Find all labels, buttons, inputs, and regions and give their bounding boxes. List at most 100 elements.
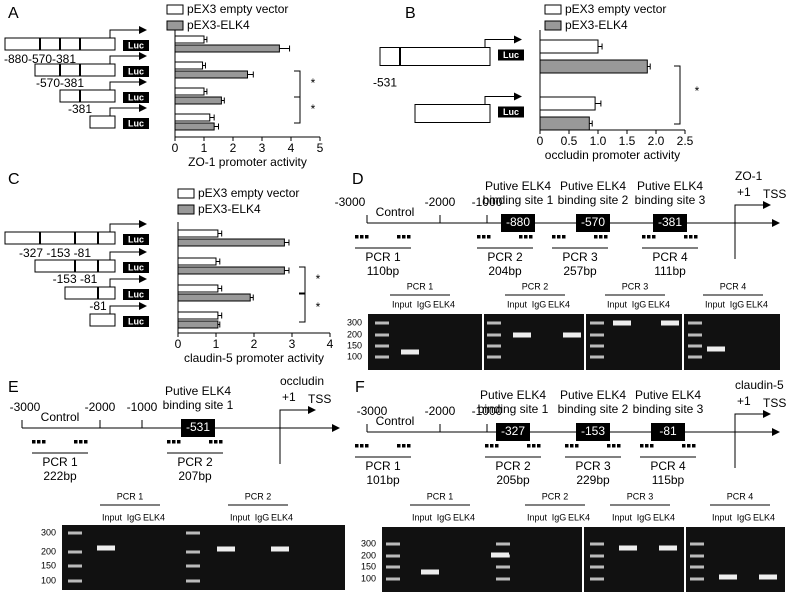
site-position: -531 — [186, 420, 210, 434]
x-tick-label: 5 — [317, 141, 324, 155]
gel-lane-label: IgG — [730, 299, 745, 309]
luc-label: Luc — [128, 316, 144, 326]
primer — [42, 440, 46, 444]
x-tick-label: 1.5 — [619, 134, 636, 148]
ladder-band — [487, 355, 501, 359]
x-tick-label: 0.5 — [561, 134, 578, 148]
legend-label: pEX3 empty vector — [565, 2, 666, 16]
x-tick-label: 3 — [289, 337, 296, 351]
primer — [495, 444, 499, 448]
panel-letter: C — [8, 171, 20, 188]
luc-box — [498, 106, 524, 118]
gel-band — [491, 552, 509, 558]
gel-lane-label: Input — [507, 299, 528, 309]
gel-band — [401, 349, 419, 355]
site-title: binding site 2 — [558, 193, 629, 207]
gel-image — [368, 314, 780, 370]
legend-label: pEX3-ELK4 — [187, 18, 250, 32]
luc-box — [123, 262, 149, 273]
error-bar — [247, 71, 254, 78]
gel-lane-label: IgG — [437, 512, 452, 522]
bar — [174, 87, 205, 96]
binding-site — [651, 423, 685, 441]
gel-lane-label: ELK4 — [648, 299, 670, 309]
arrowhead — [308, 406, 316, 414]
primer — [214, 440, 218, 444]
site-position: -570 — [581, 215, 605, 229]
construct-label: -570-381 — [36, 76, 84, 90]
ladder-band — [186, 579, 200, 583]
promoter-construct — [59, 89, 116, 103]
legend-swatch — [166, 20, 184, 31]
pcr-name: PCR 3 — [562, 250, 598, 264]
site-title: binding site 3 — [635, 193, 706, 207]
error-bar — [250, 294, 254, 301]
primer — [167, 440, 171, 444]
tss-arrow — [484, 39, 515, 48]
gel-lane-label: ELK4 — [453, 512, 475, 522]
bar — [177, 238, 285, 247]
position-label: -2000 — [425, 195, 456, 209]
pcr-name: PCR 2 — [177, 455, 213, 469]
arrowhead — [139, 275, 147, 283]
error-bar — [209, 114, 215, 121]
significance-bracket — [299, 293, 306, 323]
x-tick-label: 4 — [327, 337, 334, 351]
pcr-size: 111bp — [654, 264, 686, 278]
gel-lane-header: PCR 1 — [407, 281, 434, 291]
legend-swatch — [544, 4, 562, 15]
error-bar — [217, 312, 223, 319]
ladder-band — [496, 542, 510, 546]
gel-lane-label: Input — [412, 512, 433, 522]
arrowhead — [772, 428, 780, 436]
gel-band — [719, 574, 737, 580]
significance-label: * — [316, 272, 321, 286]
bar — [177, 293, 251, 302]
primer — [360, 235, 364, 239]
error-bar — [204, 88, 208, 95]
gel-lane-label: IgG — [632, 299, 647, 309]
ladder-band — [590, 355, 604, 359]
x-axis-label: occludin promoter activity — [545, 148, 680, 162]
gel-band — [421, 569, 439, 575]
luc-box — [123, 316, 149, 327]
gel-lane-label: IgG — [552, 512, 567, 522]
primer — [209, 440, 213, 444]
primer — [407, 444, 411, 448]
tss-plus-one: +1 — [737, 185, 751, 199]
luc-label: Luc — [128, 289, 144, 299]
panel-letter: E — [8, 379, 19, 396]
ladder-band — [590, 577, 604, 581]
arrowhead — [772, 219, 780, 227]
gel-image — [62, 525, 345, 590]
primer — [684, 235, 688, 239]
gel-lane-header: PCR 2 — [245, 491, 272, 501]
ladder-band — [590, 321, 604, 325]
primer — [594, 235, 598, 239]
bar — [174, 44, 280, 53]
ladder-label: 150 — [41, 560, 56, 570]
primer — [355, 235, 359, 239]
pcr-size: 101bp — [366, 473, 400, 487]
arrowhead — [139, 78, 147, 86]
significance-bracket — [674, 65, 681, 125]
gel-lane-label: IgG — [532, 299, 547, 309]
ladder-band — [496, 577, 510, 581]
arrowhead — [514, 92, 522, 101]
site-title: Putive ELK4 — [485, 179, 551, 193]
position-label: -1000 — [127, 400, 158, 414]
error-bar — [214, 123, 219, 130]
primer — [645, 444, 649, 448]
ladder-band — [68, 550, 82, 554]
site-position: -381 — [658, 215, 682, 229]
tss-arrow — [109, 305, 140, 314]
gel-lane-label: IgG — [255, 512, 270, 522]
bar — [539, 59, 648, 74]
bar — [177, 320, 219, 329]
arrowhead — [139, 248, 147, 256]
arrowhead — [514, 35, 522, 44]
primer — [477, 235, 481, 239]
gene-label: claudin-5 — [735, 378, 784, 392]
arrowhead — [139, 26, 147, 34]
